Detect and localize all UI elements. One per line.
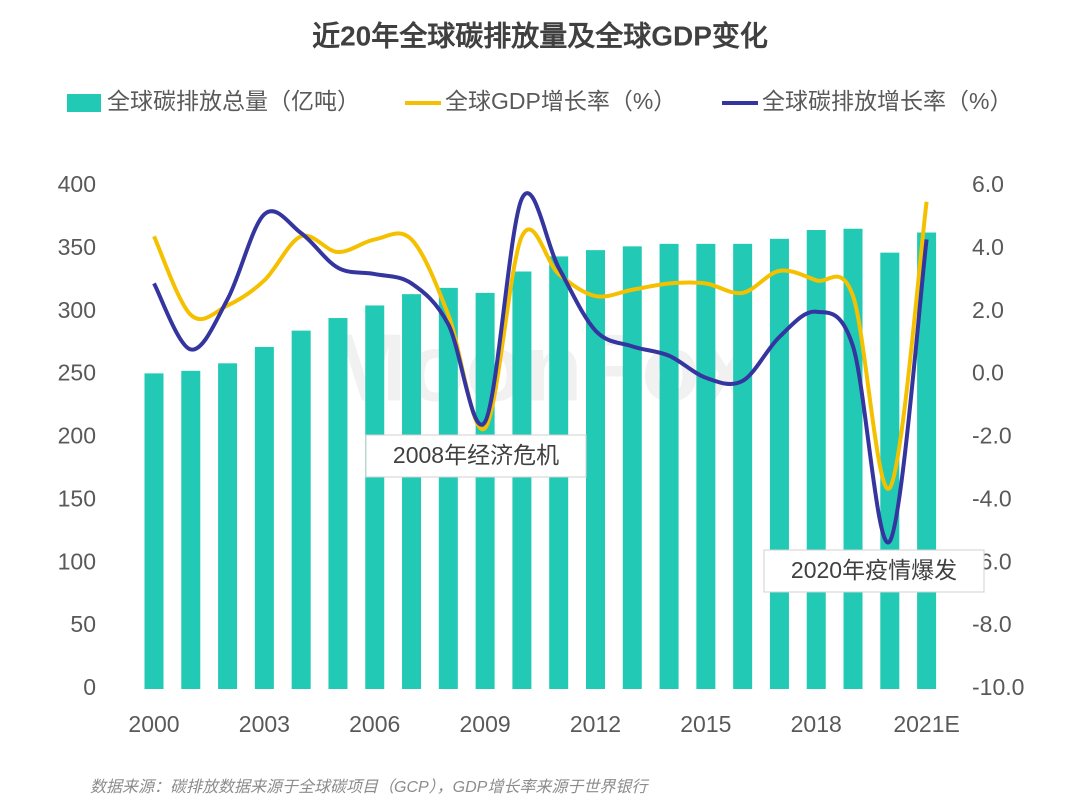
- y2-tick-label: 4.0: [972, 234, 1004, 260]
- bar: [585, 250, 605, 689]
- annotation-text: 2020年疫情爆发: [791, 557, 957, 583]
- legend-swatch: [67, 94, 101, 112]
- line: [152, 201, 929, 491]
- bar: [659, 243, 679, 689]
- watermark: MoonFox: [327, 314, 754, 421]
- x-tick-label: 2021E: [893, 711, 960, 737]
- x-tick-label: 2006: [349, 711, 400, 737]
- bar: [475, 292, 495, 689]
- y-tick-label: 350: [58, 234, 96, 260]
- legend-label: 全球碳排放总量（亿吨）: [107, 88, 360, 114]
- bar: [254, 346, 274, 689]
- y-tick-label: 200: [58, 423, 96, 449]
- bar: [622, 246, 642, 690]
- y-tick-label: 50: [70, 611, 96, 637]
- y2-tick-label: 2.0: [972, 297, 1004, 323]
- y-tick-label: 100: [58, 548, 96, 574]
- annotation-text: 2008年经济危机: [393, 442, 559, 468]
- y2-tick-label: -2.0: [972, 423, 1012, 449]
- y2-tick-label: -10.0: [972, 674, 1024, 700]
- bar: [291, 330, 311, 689]
- y-tick-label: 250: [58, 360, 96, 386]
- x-tick-label: 2009: [460, 711, 511, 737]
- legend-label: 全球碳排放增长率（%）: [762, 88, 1012, 114]
- annotation-box: [365, 434, 587, 478]
- line: [152, 191, 929, 545]
- bar: [218, 363, 238, 689]
- y2-tick-label: 0.0: [972, 360, 1004, 386]
- bar: [402, 294, 422, 689]
- y2-tick-label: -4.0: [972, 485, 1012, 511]
- bar: [144, 373, 164, 689]
- bar: [512, 271, 532, 689]
- y-tick-label: 300: [58, 297, 96, 323]
- y2-tick-label: 6.0: [972, 171, 1004, 197]
- x-tick-label: 2018: [791, 711, 842, 737]
- bar: [769, 238, 789, 689]
- bar: [696, 243, 716, 689]
- bar: [365, 305, 385, 689]
- bar: [733, 243, 753, 689]
- bar: [438, 287, 458, 689]
- annotation-box: [763, 549, 985, 593]
- legend-label: 全球GDP增长率（%）: [445, 88, 676, 114]
- bar: [181, 370, 201, 689]
- bar: [328, 318, 348, 689]
- y-tick-label: 0: [83, 674, 96, 700]
- bar: [806, 230, 826, 689]
- chart-title: 近20年全球碳排放量及全球GDP变化: [312, 19, 768, 51]
- y2-tick-label: -8.0: [972, 611, 1012, 637]
- y-tick-label: 400: [58, 171, 96, 197]
- source-note: 数据来源：碳排放数据来源于全球碳项目（GCP），GDP增长率来源于世界银行: [90, 778, 649, 796]
- y-tick-label: 150: [58, 485, 96, 511]
- x-tick-label: 2003: [239, 711, 290, 737]
- x-tick-label: 2012: [570, 711, 621, 737]
- x-tick-label: 2000: [128, 711, 179, 737]
- x-tick-label: 2015: [680, 711, 731, 737]
